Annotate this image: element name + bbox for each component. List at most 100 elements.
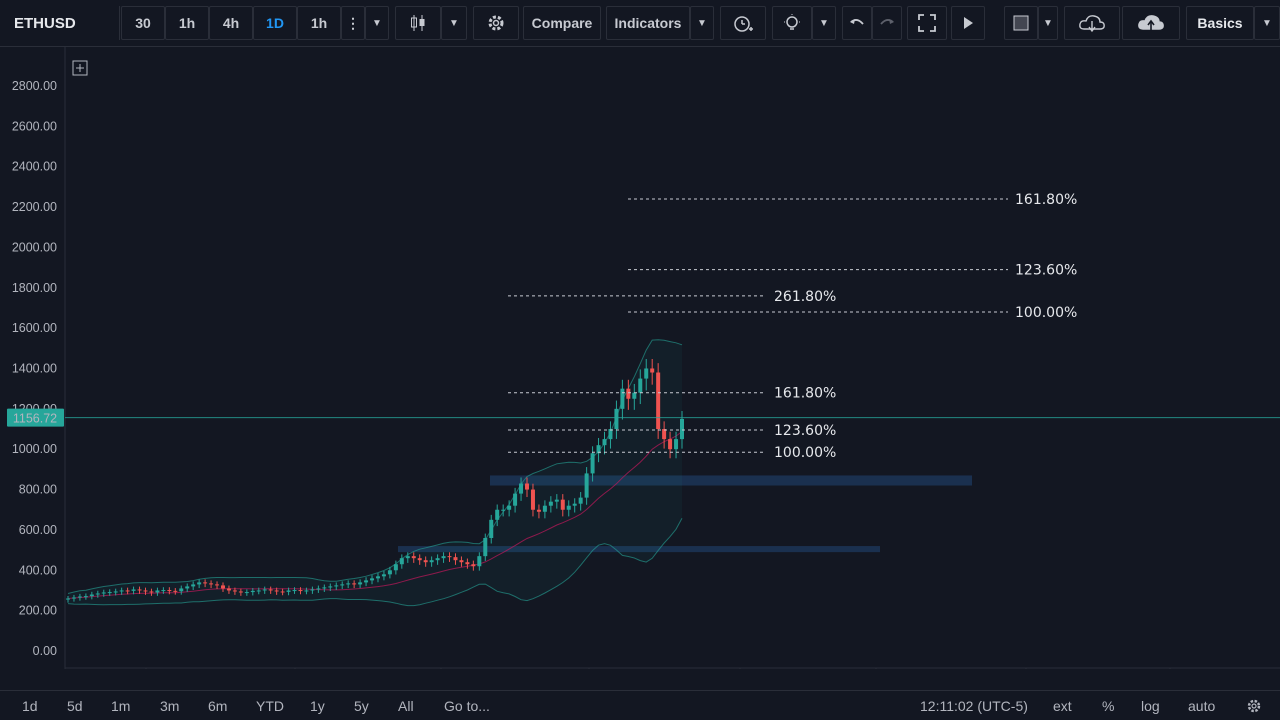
- price-chart[interactable]: 2800.00 2600.00 2400.00 2200.00 2000.00 1800.…: [0, 47, 1280, 689]
- range-all[interactable]: All: [398, 697, 414, 714]
- price-tick-label: 200.00: [19, 604, 57, 618]
- candle-body: [107, 592, 112, 594]
- more-intervals-icon[interactable]: ⋮: [341, 6, 365, 40]
- indicators-button[interactable]: Indicators: [606, 6, 690, 40]
- candle-body: [644, 368, 649, 379]
- price-tick-label: 1600.00: [12, 321, 57, 335]
- range-1d[interactable]: 1d: [22, 697, 38, 714]
- candle-body: [483, 537, 488, 557]
- chart-pane[interactable]: 2800.00 2600.00 2400.00 2200.00 2000.00 1800.…: [0, 47, 1280, 689]
- candle-body: [572, 503, 577, 506]
- candle-body: [668, 439, 673, 450]
- candle-body: [584, 473, 589, 498]
- current-price-label: 1156.72: [13, 412, 57, 426]
- range-ytd[interactable]: YTD: [256, 697, 284, 714]
- candle-body: [328, 586, 333, 588]
- fib-label-lower_123: 123.60%: [774, 423, 836, 439]
- lightbulb-icon[interactable]: [772, 6, 812, 40]
- candle-body: [66, 598, 70, 600]
- chart-type-dropdown-icon[interactable]: ▼: [441, 6, 467, 40]
- interval-1h[interactable]: 1h: [165, 6, 209, 40]
- candle-body: [352, 583, 357, 585]
- candle-body: [274, 590, 279, 592]
- bollinger-fill: [68, 339, 682, 606]
- candle-body: [155, 590, 160, 593]
- range-6m[interactable]: 6m: [208, 697, 228, 714]
- layout-dropdown-icon[interactable]: ▼: [1254, 6, 1280, 40]
- candle-body: [143, 590, 148, 592]
- price-tick-label: 1400.00: [12, 361, 57, 375]
- range-1m[interactable]: 1m: [111, 697, 131, 714]
- rectangle-icon[interactable]: [1004, 6, 1038, 40]
- candle-body: [280, 591, 285, 593]
- candle-body: [209, 583, 214, 585]
- auto-toggle[interactable]: auto: [1188, 697, 1216, 714]
- layout-button[interactable]: Basics: [1186, 6, 1254, 40]
- interval-1d[interactable]: 1D: [253, 6, 297, 40]
- interval-dropdown-icon[interactable]: ▼: [365, 6, 389, 40]
- undo-icon[interactable]: [842, 6, 872, 40]
- range-3m[interactable]: 3m: [160, 697, 180, 714]
- candle-body: [674, 439, 679, 450]
- price-tick-label: 0.00: [33, 644, 57, 658]
- bollinger-lower: [67, 517, 683, 607]
- candle-body: [161, 590, 166, 592]
- fullscreen-icon[interactable]: [907, 6, 947, 40]
- candle-body: [346, 583, 351, 585]
- candle-body: [101, 592, 106, 594]
- goto-button[interactable]: Go to...: [444, 697, 490, 714]
- candle-body: [596, 445, 601, 454]
- alarm-clock-icon[interactable]: [720, 6, 766, 40]
- interval-30[interactable]: 30: [121, 6, 165, 40]
- compare-button[interactable]: Compare: [523, 6, 601, 40]
- range-5d[interactable]: 5d: [67, 697, 83, 714]
- candle-body: [638, 378, 643, 393]
- candle-body: [393, 564, 398, 571]
- fibonacci-levels: 161.80% 123.60% 100.00% 261.80% 161.80% 123.6…: [508, 192, 1077, 461]
- range-1y[interactable]: 1y: [310, 697, 325, 714]
- drawing-dropdown-icon[interactable]: ▼: [1038, 6, 1058, 40]
- candle-body: [179, 588, 184, 592]
- candle-body: [262, 589, 267, 591]
- log-toggle[interactable]: log: [1141, 697, 1160, 714]
- candle-body: [89, 594, 94, 597]
- redo-icon[interactable]: [872, 6, 902, 40]
- lightbulb-dropdown-icon[interactable]: ▼: [812, 6, 836, 40]
- play-icon[interactable]: [951, 6, 985, 40]
- candle-body: [238, 591, 243, 593]
- add-pane-icon[interactable]: [72, 60, 88, 76]
- candle-body: [429, 560, 434, 563]
- candle-body: [322, 587, 327, 589]
- interval-1h-second[interactable]: 1h: [297, 6, 341, 40]
- candle-body: [185, 586, 190, 589]
- candle-body: [447, 556, 452, 558]
- current-price-line: 1156.72: [7, 408, 1280, 427]
- candle-body: [590, 453, 595, 474]
- candle-body: [620, 388, 625, 409]
- candle-body: [298, 590, 303, 592]
- price-axis[interactable]: 2800.00 2600.00 2400.00 2200.00 2000.00 1800.…: [12, 79, 57, 658]
- indicators-dropdown-icon[interactable]: ▼: [690, 6, 714, 40]
- candle-body: [495, 509, 500, 520]
- clock-readout[interactable]: 12:11:02 (UTC-5): [920, 697, 1028, 714]
- cloud-upload-icon[interactable]: [1122, 6, 1180, 40]
- range-5y[interactable]: 5y: [354, 697, 369, 714]
- symbol-search[interactable]: ETHUSD: [0, 6, 120, 40]
- cloud-download-icon[interactable]: [1064, 6, 1120, 40]
- candles-icon[interactable]: [395, 6, 441, 40]
- ext-toggle[interactable]: ext: [1053, 697, 1072, 714]
- candle-body: [530, 489, 535, 510]
- candle-body: [525, 483, 530, 490]
- candle-body: [334, 585, 339, 587]
- candle-body: [441, 556, 446, 559]
- percent-toggle[interactable]: %: [1102, 697, 1115, 714]
- top-toolbar: ETHUSD 30 1h 4h 1D 1h ⋮ ▼ ▼ Compare Indi…: [0, 0, 1280, 47]
- candle-body: [226, 588, 231, 591]
- gear-icon[interactable]: [473, 6, 519, 40]
- gear-icon[interactable]: [1246, 691, 1262, 720]
- candle-body: [656, 372, 661, 430]
- candle-body: [358, 582, 363, 585]
- candle-body: [632, 392, 637, 399]
- candle-body: [560, 499, 565, 510]
- interval-4h[interactable]: 4h: [209, 6, 253, 40]
